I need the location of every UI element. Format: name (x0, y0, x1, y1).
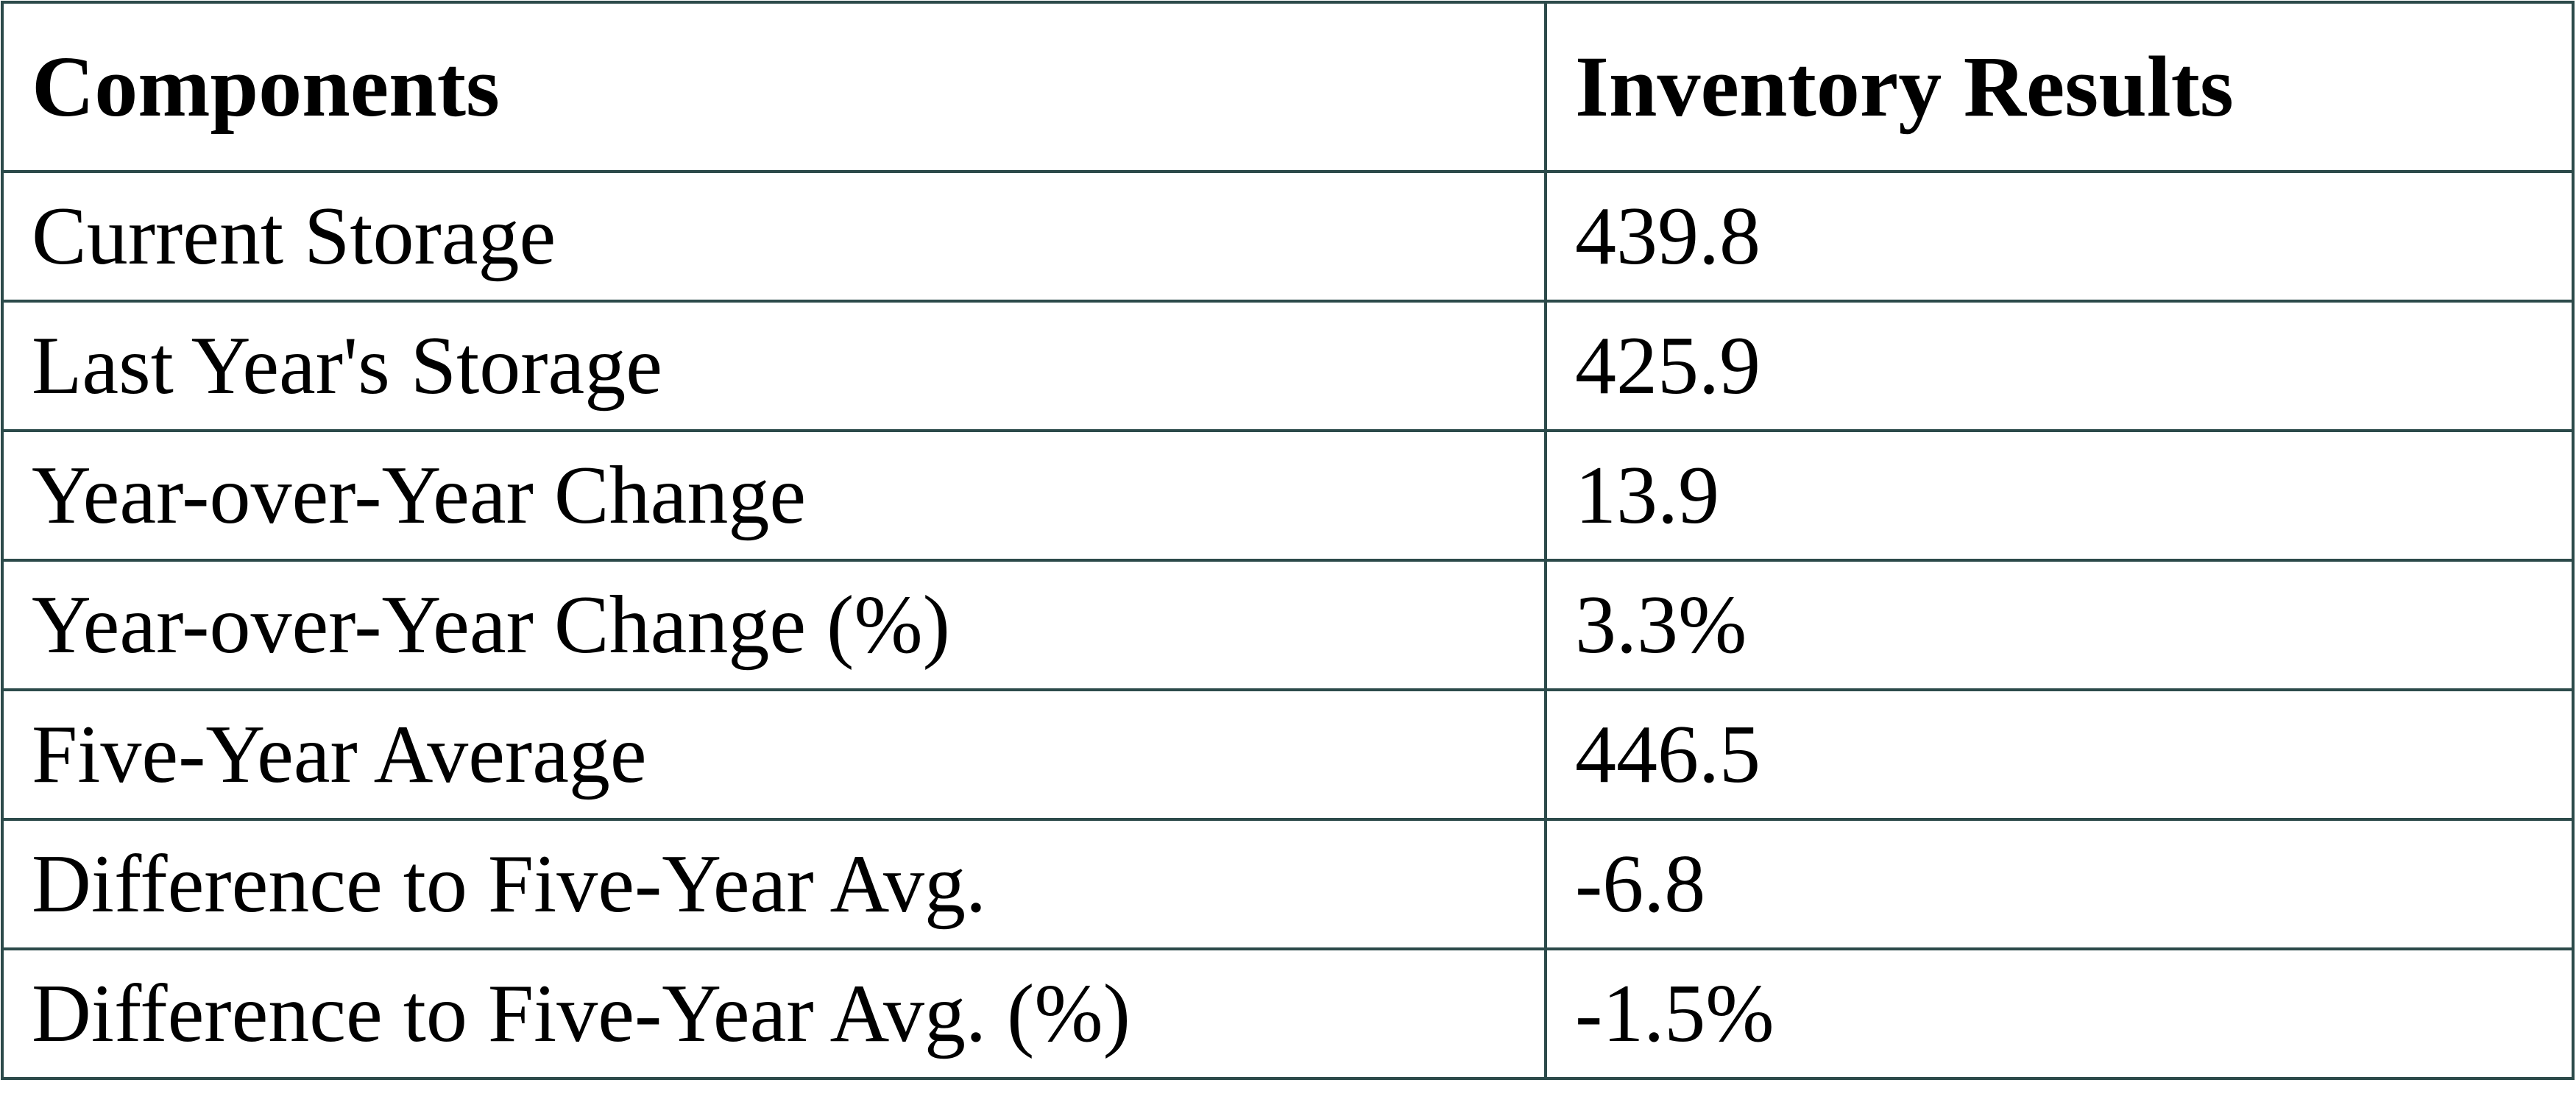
component-cell: Five-Year Average (1, 688, 1547, 821)
result-cell: -1.5% (1544, 947, 2575, 1080)
table-body: Current Storage 439.8 Last Year's Storage 4… (1, 170, 2575, 1080)
component-cell: Difference to Five-Year Avg. (1, 818, 1547, 950)
table-header: Components Inventory Results (1, 1, 2575, 173)
inventory-table: Components Inventory Results Current Stor… (1, 1, 2575, 1080)
table-row: Current Storage 439.8 (1, 170, 2575, 303)
table-row: Last Year's Storage 425.9 (1, 300, 2575, 432)
result-cell: 446.5 (1544, 688, 2575, 821)
table-row: Five-Year Average 446.5 (1, 688, 2575, 821)
header-cell: Inventory Results (1544, 1, 2575, 173)
table-row: Year-over-Year Change 13.9 (1, 429, 2575, 562)
table-row: Year-over-Year Change (%) 3.3% (1, 559, 2575, 691)
table-row: Difference to Five-Year Avg. (%) -1.5% (1, 947, 2575, 1080)
header-row: Components Inventory Results (1, 1, 2575, 173)
result-cell: 13.9 (1544, 429, 2575, 562)
result-cell: 425.9 (1544, 300, 2575, 432)
component-cell: Last Year's Storage (1, 300, 1547, 432)
result-cell: 439.8 (1544, 170, 2575, 303)
header-cell: Components (1, 1, 1547, 173)
component-cell: Current Storage (1, 170, 1547, 303)
result-cell: 3.3% (1544, 559, 2575, 691)
result-cell: -6.8 (1544, 818, 2575, 950)
component-cell: Difference to Five-Year Avg. (%) (1, 947, 1547, 1080)
component-cell: Year-over-Year Change (1, 429, 1547, 562)
table-row: Difference to Five-Year Avg. -6.8 (1, 818, 2575, 950)
component-cell: Year-over-Year Change (%) (1, 559, 1547, 691)
